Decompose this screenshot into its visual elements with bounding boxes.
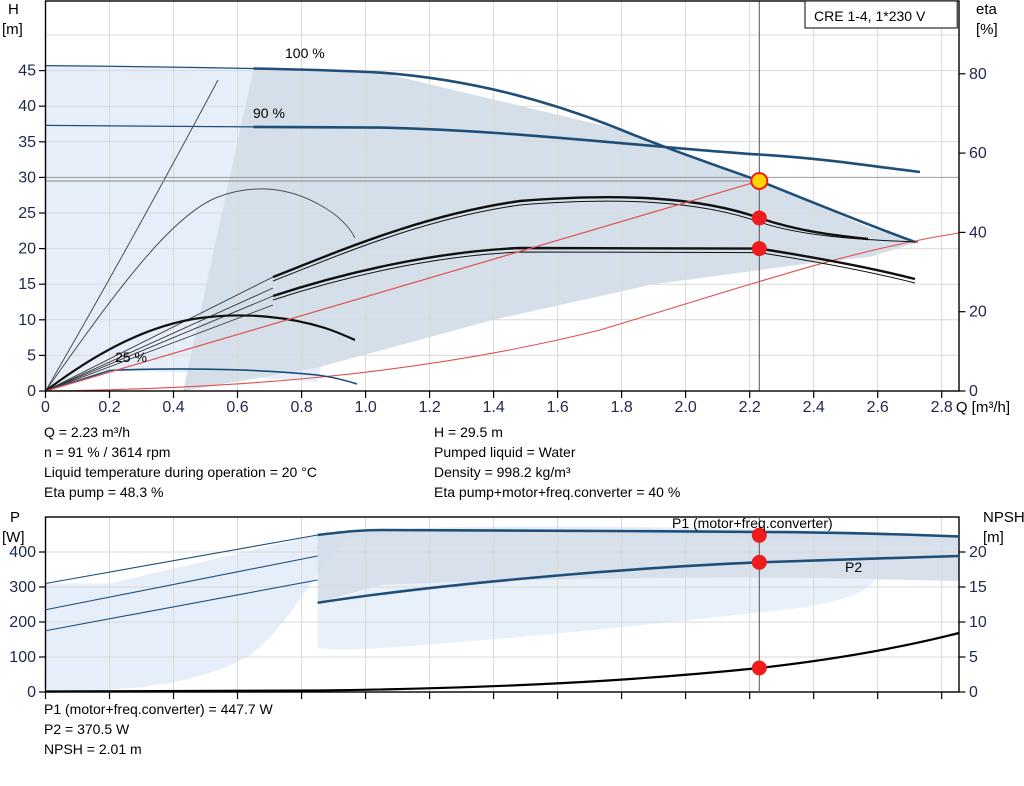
svg-text:[m]: [m] <box>983 529 1004 546</box>
svg-text:Q [m³/h]: Q [m³/h] <box>956 399 1010 416</box>
svg-text:200: 200 <box>9 614 36 631</box>
svg-text:H: H <box>8 1 19 18</box>
svg-text:2.2: 2.2 <box>739 399 761 416</box>
svg-text:1.2: 1.2 <box>418 399 440 416</box>
svg-text:P2: P2 <box>845 559 862 575</box>
svg-text:Pumped liquid = Water: Pumped liquid = Water <box>434 444 576 460</box>
svg-text:2.6: 2.6 <box>867 399 889 416</box>
svg-text:Eta pump = 48.3 %: Eta pump = 48.3 % <box>44 484 163 500</box>
svg-text:Liquid temperature during oper: Liquid temperature during operation = 20… <box>44 464 317 480</box>
svg-text:2.4: 2.4 <box>803 399 825 416</box>
svg-text:0: 0 <box>969 383 978 400</box>
svg-text:P1 (motor+freq.converter) = 44: P1 (motor+freq.converter) = 447.7 W <box>44 701 274 717</box>
svg-text:40: 40 <box>18 98 36 115</box>
svg-text:20: 20 <box>969 304 987 321</box>
svg-text:n = 91 % / 3614 rpm: n = 91 % / 3614 rpm <box>44 444 170 460</box>
svg-text:20: 20 <box>18 241 36 258</box>
svg-text:10: 10 <box>969 614 987 631</box>
svg-text:1.0: 1.0 <box>354 399 376 416</box>
svg-text:NPSH: NPSH <box>983 509 1024 526</box>
svg-text:100 %: 100 % <box>285 45 325 61</box>
svg-text:90 %: 90 % <box>253 105 285 121</box>
svg-text:[W]: [W] <box>2 529 25 546</box>
svg-text:Q = 2.23 m³/h: Q = 2.23 m³/h <box>44 424 130 440</box>
svg-text:H = 29.5 m: H = 29.5 m <box>434 424 503 440</box>
svg-text:45: 45 <box>18 63 36 80</box>
svg-text:60: 60 <box>969 145 987 162</box>
svg-text:25: 25 <box>18 205 36 222</box>
svg-text:40: 40 <box>969 224 987 241</box>
svg-text:5: 5 <box>969 649 978 666</box>
svg-text:[m]: [m] <box>2 21 23 38</box>
svg-text:Density = 998.2 kg/m³: Density = 998.2 kg/m³ <box>434 464 571 480</box>
svg-text:300: 300 <box>9 579 36 596</box>
svg-text:0.6: 0.6 <box>226 399 248 416</box>
svg-text:5: 5 <box>27 347 36 364</box>
svg-text:2.8: 2.8 <box>931 399 953 416</box>
svg-text:P: P <box>10 509 20 526</box>
svg-text:P1 (motor+freq.converter): P1 (motor+freq.converter) <box>672 515 833 531</box>
svg-text:0: 0 <box>41 399 50 416</box>
svg-text:1.6: 1.6 <box>546 399 568 416</box>
svg-text:80: 80 <box>969 66 987 83</box>
svg-text:30: 30 <box>18 169 36 186</box>
svg-text:0: 0 <box>27 383 36 400</box>
svg-text:100: 100 <box>9 649 36 666</box>
svg-text:NPSH = 2.01 m: NPSH = 2.01 m <box>44 741 142 757</box>
svg-text:0: 0 <box>969 684 978 701</box>
svg-text:CRE 1-4, 1*230 V: CRE 1-4, 1*230 V <box>814 8 926 24</box>
svg-text:0.2: 0.2 <box>98 399 120 416</box>
svg-text:[%]: [%] <box>976 21 998 38</box>
svg-text:15: 15 <box>18 276 36 293</box>
svg-text:35: 35 <box>18 134 36 151</box>
svg-text:0.8: 0.8 <box>290 399 312 416</box>
svg-text:0: 0 <box>27 684 36 701</box>
svg-text:eta: eta <box>976 1 998 18</box>
svg-text:20: 20 <box>969 544 987 561</box>
svg-text:1.4: 1.4 <box>482 399 504 416</box>
svg-text:25 %: 25 % <box>115 349 147 365</box>
svg-text:P2 = 370.5 W: P2 = 370.5 W <box>44 721 130 737</box>
svg-text:1.8: 1.8 <box>610 399 632 416</box>
svg-text:10: 10 <box>18 312 36 329</box>
svg-text:400: 400 <box>9 544 36 561</box>
svg-text:0.4: 0.4 <box>162 399 184 416</box>
svg-text:2.0: 2.0 <box>674 399 696 416</box>
svg-text:15: 15 <box>969 579 987 596</box>
svg-text:Eta pump+motor+freq.converter: Eta pump+motor+freq.converter = 40 % <box>434 484 680 500</box>
